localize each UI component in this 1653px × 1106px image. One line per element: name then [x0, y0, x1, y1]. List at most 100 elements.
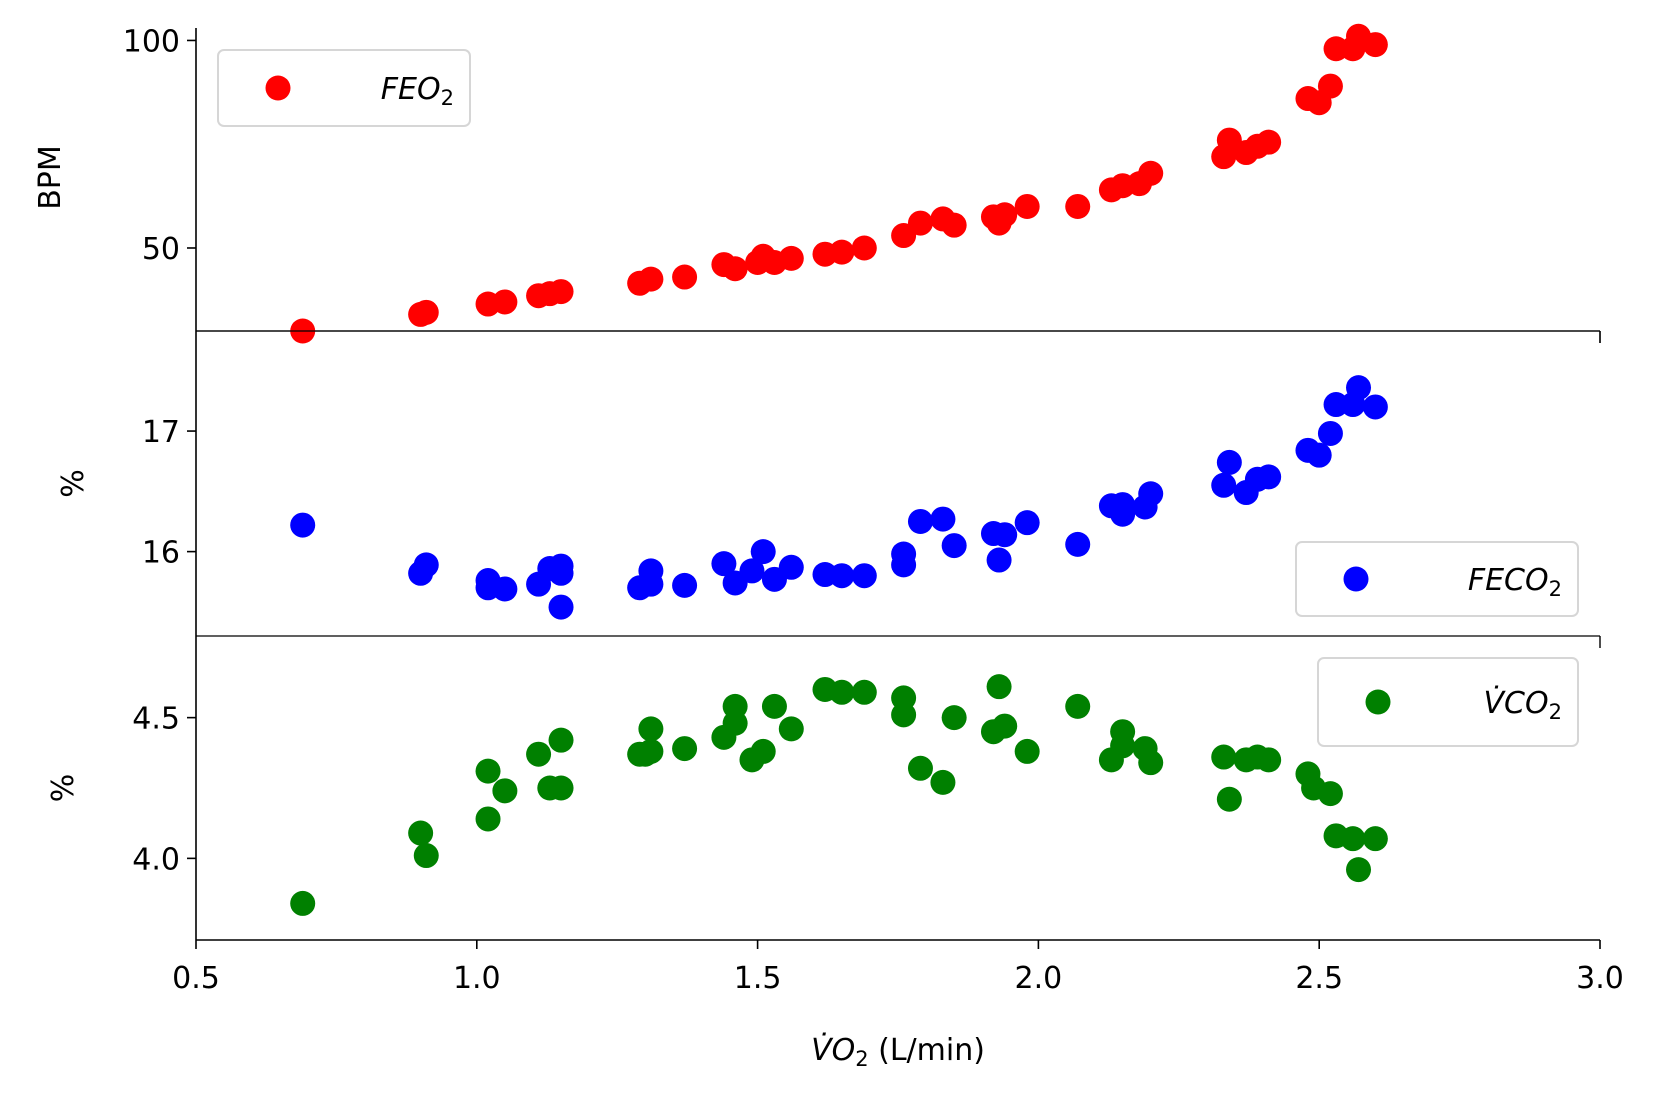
data-point	[1256, 747, 1282, 773]
x-tick-label: 3.0	[1576, 961, 1624, 996]
data-point	[408, 820, 434, 846]
x-tick-label: 1.0	[453, 961, 501, 996]
data-point	[986, 547, 1012, 573]
x-tick-label: 1.5	[734, 961, 782, 996]
data-point	[638, 558, 664, 584]
data-point	[992, 522, 1018, 548]
series-feco-points	[290, 375, 1388, 620]
legend-box	[1317, 657, 1579, 747]
data-point	[761, 693, 787, 719]
y-tick-label: 16	[142, 536, 180, 571]
data-point	[492, 778, 518, 804]
data-point	[891, 541, 917, 567]
data-point	[778, 554, 804, 580]
data-point	[1065, 693, 1091, 719]
data-point	[672, 264, 698, 290]
data-point	[941, 212, 967, 238]
data-point	[638, 716, 664, 742]
data-point	[1110, 492, 1136, 518]
data-point	[1014, 510, 1040, 536]
data-point	[638, 738, 664, 764]
y-axis-label: %	[46, 774, 81, 803]
y-tick-label: 50	[142, 232, 180, 267]
data-point	[750, 539, 776, 565]
legend: V̇CO2	[1317, 657, 1579, 747]
data-point	[548, 775, 574, 801]
panel-3: 4.0 4.5% V̇CO2	[46, 635, 1601, 940]
y-tick-label: 17	[142, 415, 180, 450]
data-point	[638, 266, 664, 292]
data-point	[1362, 32, 1388, 58]
x-tick-label: 2.5	[1295, 961, 1343, 996]
data-point	[290, 890, 316, 916]
data-point	[526, 741, 552, 767]
data-point	[1216, 786, 1242, 812]
data-point	[1317, 73, 1343, 99]
legend-label-subscript: 2	[1549, 577, 1562, 601]
data-point	[1110, 733, 1136, 759]
data-point	[1346, 857, 1372, 883]
data-point	[548, 594, 574, 620]
data-point	[941, 533, 967, 559]
data-point	[778, 716, 804, 742]
y-axis-label: %	[56, 469, 91, 498]
data-point	[1216, 449, 1242, 475]
data-point	[829, 563, 855, 589]
data-point	[907, 755, 933, 781]
data-point	[1138, 160, 1164, 186]
data-point	[1317, 781, 1343, 807]
x-tick-label: 0.5	[172, 961, 220, 996]
data-point	[413, 299, 439, 325]
data-point	[492, 576, 518, 602]
data-point	[1306, 442, 1332, 468]
data-point	[992, 713, 1018, 739]
legend-marker	[265, 75, 291, 101]
y-tick-label: 4.5	[132, 702, 180, 737]
y-axis-label: BPM	[33, 145, 68, 210]
data-point	[672, 572, 698, 598]
data-point	[829, 679, 855, 705]
data-point	[1138, 750, 1164, 776]
legend: FEO2	[217, 49, 471, 127]
data-point	[672, 736, 698, 762]
legend: FECO2	[1295, 541, 1579, 617]
legend-label: FECO2	[1468, 563, 1562, 601]
panel-1: 50 100 BPM FEO2	[33, 23, 1601, 344]
x-axis-label: V̇O2 (L/min)	[811, 1033, 985, 1071]
data-point	[930, 506, 956, 532]
data-point	[1211, 472, 1237, 498]
data-point	[548, 279, 574, 305]
data-point	[413, 843, 439, 869]
data-point	[778, 245, 804, 271]
data-point	[711, 551, 737, 577]
data-point	[1362, 826, 1388, 852]
data-point	[750, 738, 776, 764]
legend-label-subscript: 2	[1549, 700, 1562, 724]
data-point	[829, 239, 855, 265]
data-point	[1317, 420, 1343, 446]
data-point	[1014, 738, 1040, 764]
legend-box	[1295, 541, 1579, 617]
data-point	[1346, 375, 1372, 401]
data-point	[722, 256, 748, 282]
data-point	[1211, 744, 1237, 770]
data-point	[492, 289, 518, 315]
data-point	[413, 552, 439, 578]
legend-marker	[1343, 566, 1369, 592]
y-tick-label: 100	[123, 24, 180, 59]
data-point	[930, 769, 956, 795]
legend-marker	[1365, 689, 1391, 715]
data-point	[475, 806, 501, 832]
data-point	[986, 674, 1012, 700]
data-point	[1256, 464, 1282, 490]
data-point	[992, 202, 1018, 228]
data-point	[1065, 531, 1091, 557]
data-point	[891, 702, 917, 728]
data-point	[1256, 129, 1282, 155]
data-point	[722, 710, 748, 736]
data-point	[548, 553, 574, 579]
data-point	[907, 210, 933, 236]
data-point	[851, 235, 877, 261]
x-axis: 0.5 1.0 1.5 2.0 2.5 3.0 V̇O2 (L/min)	[172, 939, 1624, 1071]
